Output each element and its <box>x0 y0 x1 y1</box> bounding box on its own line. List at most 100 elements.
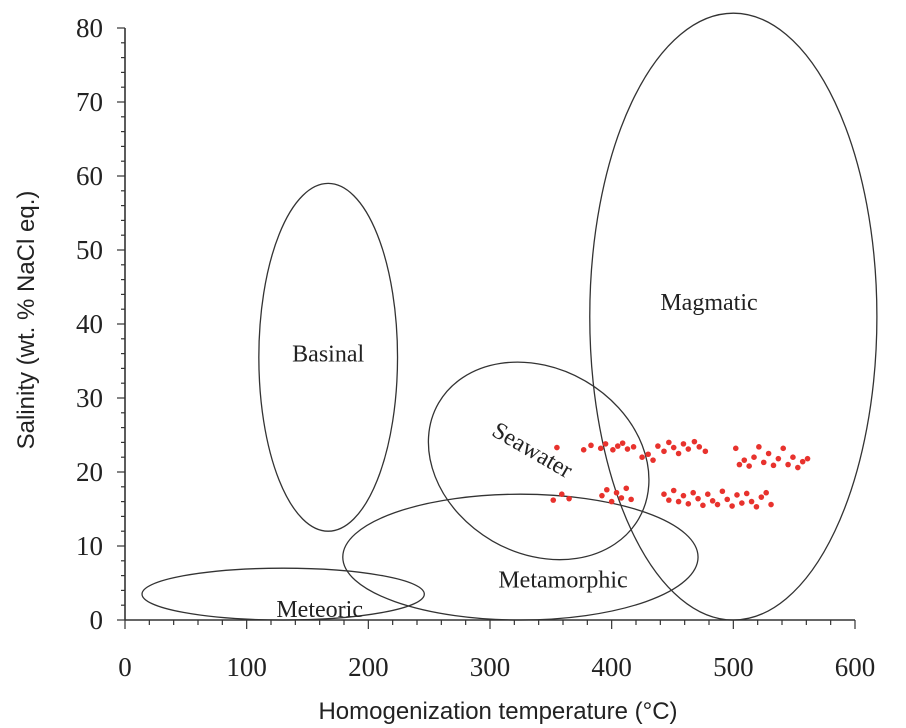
data-point <box>734 492 740 498</box>
axes: 0 100 200 300 400 500 600 0 10 20 30 40 50 60 70 80 <box>76 13 875 682</box>
data-point <box>645 451 651 458</box>
data-point <box>661 448 667 455</box>
data-point <box>650 457 656 463</box>
data-point <box>799 458 806 465</box>
data-point <box>714 501 721 508</box>
region-label-magmatic: Magmatic <box>660 290 757 316</box>
data-point <box>604 486 610 493</box>
data-point <box>608 498 615 505</box>
data-point <box>753 503 760 510</box>
data-point <box>661 491 667 498</box>
data-point <box>691 438 698 445</box>
data-point <box>597 445 604 452</box>
data-point <box>696 444 703 450</box>
data-point <box>741 457 748 463</box>
data-point <box>785 461 791 468</box>
data-point <box>736 461 743 468</box>
data-point <box>614 443 621 449</box>
x-tick-label: 600 <box>835 652 876 682</box>
data-point <box>675 450 682 457</box>
region-label-seawater: Seawater <box>487 417 576 483</box>
data-point <box>729 503 735 509</box>
data-point <box>704 491 711 498</box>
data-point <box>780 445 787 452</box>
data-point <box>756 444 762 450</box>
data-point <box>630 444 637 450</box>
data-point <box>743 490 750 497</box>
y-tick-label: 0 <box>90 605 104 635</box>
region-label-metamorphic: Metamorphic <box>498 567 627 593</box>
data-point <box>763 489 769 496</box>
x-tick-label: 200 <box>348 652 389 682</box>
x-tick-label: 0 <box>118 652 132 682</box>
region-seawater <box>427 361 650 561</box>
data-point <box>580 447 587 453</box>
data-point <box>623 485 630 492</box>
region-metamorphic <box>342 493 699 621</box>
data-point <box>724 496 731 503</box>
data-point <box>685 501 692 507</box>
data-point <box>554 444 560 451</box>
y-tick-label: 70 <box>76 87 103 117</box>
data-point <box>666 439 672 446</box>
data-point <box>639 454 645 461</box>
region-label-basinal: Basinal <box>292 342 364 368</box>
data-point <box>618 495 625 501</box>
data-point <box>675 498 682 505</box>
y-tick-label: 20 <box>76 457 103 487</box>
data-point <box>690 489 696 496</box>
y-tick-label: 40 <box>76 309 103 339</box>
data-point <box>732 445 739 452</box>
data-point <box>746 463 752 469</box>
data-point <box>758 494 765 500</box>
y-tick-label: 60 <box>76 161 103 191</box>
fluid-source-regions: Basinal Seawater Metamorphic Meteoric Magmat… <box>141 12 878 623</box>
data-point <box>795 464 801 471</box>
data-point <box>760 459 767 466</box>
region-magmatic <box>589 12 878 621</box>
y-tick-label: 10 <box>76 531 103 561</box>
data-point <box>700 502 706 509</box>
data-point <box>751 454 757 461</box>
data-point <box>670 444 677 451</box>
data-point <box>599 492 605 499</box>
data-point <box>550 497 557 503</box>
data-point <box>748 498 755 505</box>
data-point <box>566 495 572 502</box>
data-point <box>588 442 594 449</box>
data-point <box>680 441 687 447</box>
data-point <box>680 492 687 499</box>
x-tick-label: 500 <box>713 652 754 682</box>
y-tick-label: 80 <box>76 13 103 43</box>
data-point <box>739 500 745 506</box>
data-point <box>628 496 634 503</box>
x-tick-label: 100 <box>226 652 267 682</box>
data-point <box>624 446 631 452</box>
data-point <box>765 450 772 457</box>
data-point <box>685 446 692 452</box>
data-point <box>719 488 726 495</box>
region-basinal <box>258 182 399 532</box>
data-point <box>670 487 677 494</box>
inclusion-data-points <box>550 438 811 510</box>
x-tick-label: 400 <box>591 652 632 682</box>
data-point <box>804 455 811 462</box>
y-axis-title: Salinity (wt. % NaCl eq.) <box>13 191 40 450</box>
data-point <box>619 440 626 446</box>
data-point <box>768 501 774 508</box>
data-point <box>790 454 796 461</box>
x-tick-label: 300 <box>470 652 511 682</box>
y-tick-label: 30 <box>76 383 103 413</box>
data-point <box>602 441 609 447</box>
data-point <box>709 498 716 504</box>
y-tick-label: 50 <box>76 235 103 265</box>
data-point <box>770 462 777 469</box>
data-point <box>610 447 616 453</box>
data-point <box>558 491 565 498</box>
x-axis-title: Homogenization temperature (°C) <box>318 698 677 725</box>
data-point <box>655 443 661 449</box>
region-label-meteoric: Meteoric <box>276 597 363 623</box>
data-point <box>775 455 782 462</box>
data-point <box>702 448 709 455</box>
